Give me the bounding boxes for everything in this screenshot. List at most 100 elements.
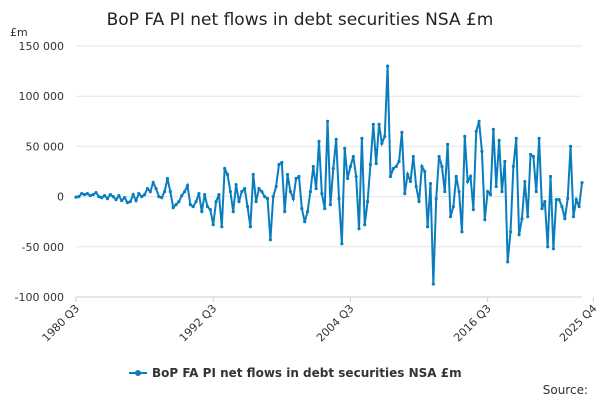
data-point[interactable] [448,215,453,219]
legend[interactable]: BoP FA PI net flows in debt securities N… [129,366,462,380]
data-point[interactable] [537,136,541,140]
data-point[interactable] [374,161,378,166]
data-point[interactable] [394,164,398,169]
data-point[interactable] [100,196,104,200]
data-point[interactable] [345,176,350,181]
data-point[interactable] [214,200,218,204]
data-point[interactable] [240,189,244,194]
data-point[interactable] [437,154,441,159]
data-point[interactable] [251,172,255,177]
data-point[interactable] [102,194,107,198]
data-point[interactable] [451,205,455,209]
data-point[interactable] [140,195,144,199]
data-point[interactable] [225,172,230,177]
data-point[interactable] [134,199,138,203]
data-point[interactable] [117,194,121,198]
data-point[interactable] [85,191,90,196]
data-point[interactable] [457,189,461,194]
data-point[interactable] [517,233,521,237]
data-point[interactable] [386,64,390,68]
data-point[interactable] [357,227,361,231]
data-point[interactable] [248,225,252,229]
data-point[interactable] [440,164,444,169]
data-point[interactable] [466,179,470,184]
data-point[interactable] [546,245,550,249]
data-point[interactable] [131,192,135,197]
data-point[interactable] [468,174,473,179]
data-point[interactable] [263,195,267,199]
data-point[interactable] [426,225,430,229]
data-point[interactable] [377,122,381,126]
data-point[interactable] [143,192,147,197]
data-point[interactable] [365,200,370,204]
data-point[interactable] [411,154,415,159]
data-point[interactable] [503,159,507,164]
data-point[interactable] [331,166,335,171]
data-point[interactable] [294,176,298,181]
data-point[interactable] [523,179,527,184]
data-point[interactable] [157,195,161,199]
data-point[interactable] [497,138,501,142]
data-point[interactable] [526,215,530,219]
data-point[interactable] [268,238,272,242]
data-point[interactable] [217,192,221,197]
data-point[interactable] [563,217,567,221]
data-point[interactable] [111,195,115,199]
data-point[interactable] [434,197,438,201]
data-point[interactable] [486,189,490,194]
data-point[interactable] [474,129,478,133]
data-point[interactable] [291,197,295,201]
data-point[interactable] [283,210,287,214]
data-point[interactable] [160,196,164,200]
data-point[interactable] [168,189,172,194]
data-point[interactable] [460,230,464,234]
data-point[interactable] [128,200,132,204]
data-point[interactable] [148,189,152,194]
data-point[interactable] [303,220,307,224]
data-point[interactable] [477,119,481,123]
data-point[interactable] [114,198,118,202]
data-point[interactable] [188,203,192,207]
data-point[interactable] [403,191,407,196]
data-point[interactable] [228,189,232,194]
data-point[interactable] [348,164,353,169]
data-point[interactable] [506,260,510,264]
data-point[interactable] [471,208,475,212]
data-point[interactable] [200,210,204,214]
data-point[interactable] [243,186,247,191]
data-point[interactable] [74,195,78,199]
data-point[interactable] [454,174,458,179]
data-point[interactable] [300,207,304,211]
data-point[interactable] [265,197,270,201]
data-point[interactable] [82,192,87,197]
data-point[interactable] [400,130,404,134]
data-point[interactable] [446,142,450,146]
data-point[interactable] [388,174,393,179]
data-point[interactable] [577,205,581,209]
data-point[interactable] [534,189,538,194]
data-point[interactable] [574,198,578,202]
data-point[interactable] [360,136,364,140]
data-point[interactable] [305,210,310,214]
data-point[interactable] [423,169,427,174]
data-point[interactable] [500,189,504,194]
data-point[interactable] [280,160,284,165]
data-point[interactable] [557,198,561,202]
data-point[interactable] [220,225,224,229]
data-point[interactable] [580,180,584,185]
data-point[interactable] [488,192,493,197]
data-point[interactable] [234,182,238,187]
data-point[interactable] [528,152,533,157]
data-point[interactable] [351,154,355,159]
data-point[interactable] [254,200,258,204]
data-point[interactable] [508,230,513,234]
data-point[interactable] [406,172,410,177]
data-point[interactable] [354,174,358,179]
data-point[interactable] [568,144,573,148]
data-point[interactable] [311,164,315,169]
data-point[interactable] [325,119,330,123]
data-point[interactable] [285,172,290,177]
data-point[interactable] [108,192,112,197]
data-point[interactable] [491,127,495,131]
data-point[interactable] [383,134,387,138]
